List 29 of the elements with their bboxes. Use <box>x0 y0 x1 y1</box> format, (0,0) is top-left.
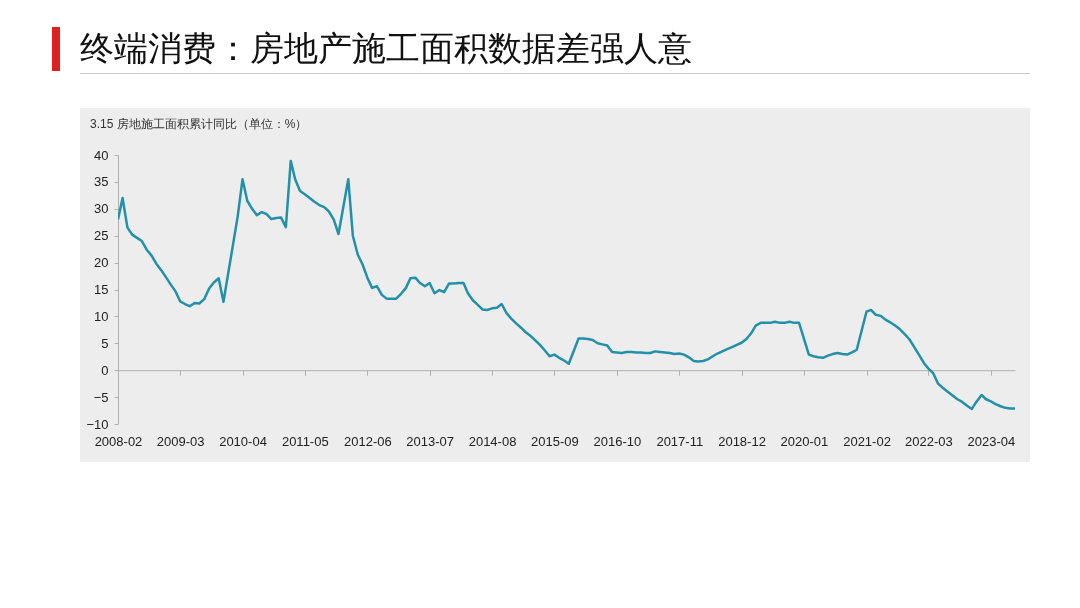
x-tick-label: 2013-07 <box>406 433 454 449</box>
x-tick-label: 2010-04 <box>219 433 267 449</box>
line-series <box>118 159 1015 411</box>
y-tick-label: 5 <box>101 335 109 351</box>
chart-subtitle: 3.15 房地施工面积累计同比（单位：%） <box>90 117 308 131</box>
x-tick-label: 2015-09 <box>531 433 579 449</box>
x-tick-label: 2009-03 <box>156 433 205 449</box>
x-tick-label: 2011-05 <box>281 433 329 449</box>
y-tick-label: 35 <box>94 174 109 190</box>
chart-title: 终端消费：房地产施工面积数据差强人意 <box>80 28 692 69</box>
x-tick-label: 2018-12 <box>718 433 766 449</box>
x-tick-label: 2016-10 <box>593 433 642 449</box>
y-tick-label: 25 <box>94 228 109 244</box>
x-tick-label: 2014-08 <box>468 433 517 449</box>
x-tick-label: 2022-03 <box>905 433 953 449</box>
y-tick-label: −10 <box>86 416 109 432</box>
x-tick-label: 2021-02 <box>843 433 891 449</box>
x-tick-label: 2008-02 <box>94 433 143 449</box>
y-tick-label: 10 <box>94 308 109 324</box>
x-tick-label: 2023-04 <box>967 433 1016 449</box>
x-tick-label: 2012-06 <box>343 433 392 449</box>
y-tick-label: −5 <box>93 389 109 405</box>
x-tick-label: 2017-11 <box>656 433 704 449</box>
y-tick-label: 40 <box>94 147 109 163</box>
y-tick-label: 20 <box>94 255 109 271</box>
y-tick-label: 30 <box>94 201 109 217</box>
y-tick-label: 15 <box>94 282 109 297</box>
x-tick-label: 2020-01 <box>780 433 829 449</box>
y-tick-label: 0 <box>101 362 109 378</box>
